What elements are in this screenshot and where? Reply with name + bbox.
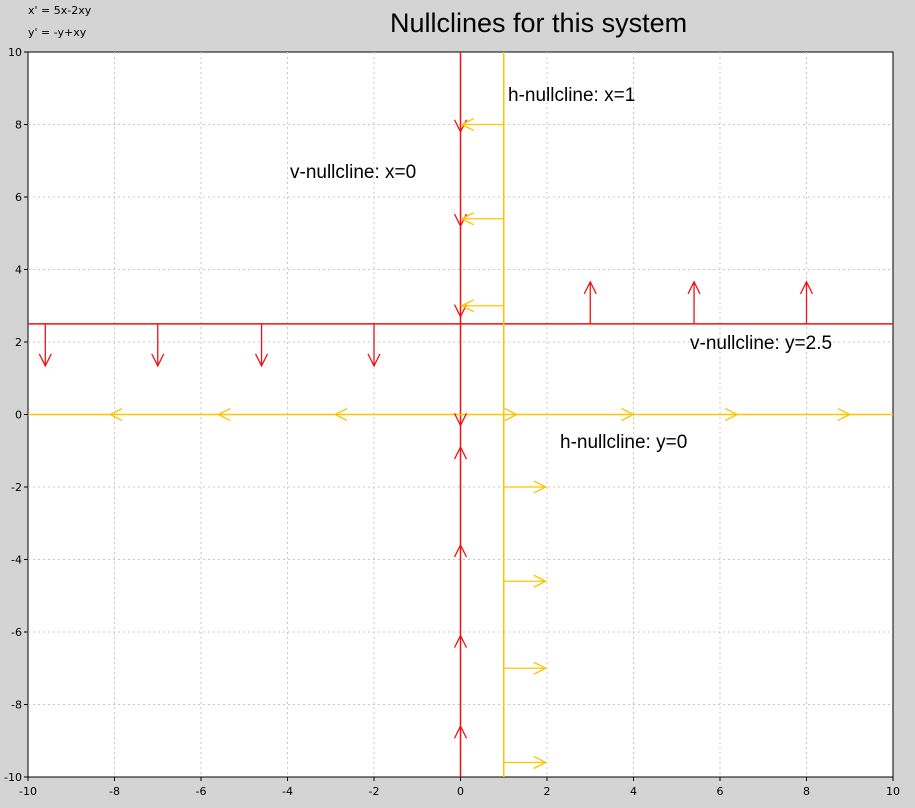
v-arrow-on-y2-5 (38, 323, 52, 368)
chart-title: Nullclines for this system (390, 8, 688, 38)
arrow-head (583, 280, 597, 295)
direction-arrows (38, 117, 852, 770)
y-tick-label: -4 (11, 554, 22, 567)
y-tick-label: 4 (15, 264, 22, 277)
y-tick-label: 0 (15, 409, 22, 422)
x-tick-label: -10 (19, 785, 37, 798)
arrow-head (687, 280, 701, 295)
y-tick-label: -10 (4, 771, 22, 784)
nullcline-curves (28, 52, 893, 777)
arrow-head (216, 407, 231, 422)
arrow-head (38, 353, 52, 368)
v-nullcline-label: v-nullcline: y=2.5 (690, 333, 832, 354)
h-arrow-on-y0 (725, 407, 739, 422)
arrow-head (453, 543, 468, 558)
axis-ticks: -10 -8 -6 -4 -2 0 2 4 6 8 10 -10 -8 -6 -4 -2 0 2 4 6 8 10 (4, 46, 900, 798)
h-arrow-on-x1 (460, 117, 504, 132)
arrow-head (333, 407, 348, 422)
v-arrow-on-x0 (453, 413, 468, 427)
arrow-head (621, 407, 635, 422)
y-tick-label: -2 (11, 481, 22, 494)
equation-y-prime: y' = -y+xy (28, 26, 87, 39)
arrow-head (533, 755, 548, 770)
v-arrow-on-x0 (453, 304, 468, 319)
v-arrow-on-y2-5 (583, 280, 597, 324)
y-tick-label: -6 (11, 626, 22, 639)
arrow-head (460, 299, 475, 313)
v-arrow-on-x0 (453, 724, 468, 739)
x-tick-label: 2 (544, 785, 551, 798)
x-tick-label: 0 (457, 785, 464, 798)
nullcline-labels: v-nullcline: x=0 v-nullcline: y=2.5 h-null… (290, 85, 832, 453)
h-arrow-on-x1 (503, 661, 548, 675)
arrow-head (460, 117, 475, 132)
y-tick-label: 10 (8, 46, 22, 59)
h-arrow-on-x1 (503, 480, 548, 494)
equation-x-prime: x' = 5x-2xy (28, 4, 92, 17)
arrow-head (367, 353, 381, 368)
h-arrow-on-x1 (503, 574, 548, 588)
arrow-head (453, 413, 468, 427)
v-arrow-on-y2-5 (151, 323, 165, 368)
v-arrow-on-y2-5 (799, 280, 814, 324)
h-arrow-on-x1 (460, 299, 504, 313)
arrow-head (533, 574, 548, 588)
arrow-head (254, 353, 269, 368)
x-tick-label: -4 (282, 785, 293, 798)
arrow-head (151, 353, 165, 368)
h-arrow-on-x1 (503, 755, 548, 770)
arrow-head (725, 407, 739, 422)
arrow-head (460, 212, 475, 226)
h-arrow-on-y0 (108, 407, 123, 422)
v-arrow-on-y2-5 (254, 323, 269, 368)
h-nullcline-label: h-nullcline: y=0 (560, 432, 687, 453)
x-tick-label: -6 (196, 785, 207, 798)
h-arrow-on-y0 (333, 407, 348, 422)
x-tick-label: 10 (886, 785, 900, 798)
arrow-head (453, 634, 468, 648)
h-arrow-on-x1 (460, 212, 504, 226)
v-arrow-on-x0 (453, 445, 468, 460)
arrow-head (453, 304, 468, 319)
v-arrow-on-x0 (453, 634, 468, 648)
v-arrow-on-x0 (453, 543, 468, 558)
arrow-head (453, 445, 468, 460)
x-tick-label: 6 (717, 785, 724, 798)
arrow-head (533, 480, 548, 494)
y-tick-label: 2 (15, 336, 22, 349)
arrow-head (837, 407, 852, 422)
arrow-head (108, 407, 123, 422)
h-arrow-on-y0 (504, 407, 519, 422)
x-tick-label: 8 (803, 785, 810, 798)
x-tick-label: -8 (109, 785, 120, 798)
h-arrow-on-y0 (837, 407, 852, 422)
arrow-head (533, 661, 548, 675)
x-tick-label: -2 (369, 785, 380, 798)
h-arrow-on-y0 (621, 407, 635, 422)
arrow-head (504, 407, 519, 422)
v-nullcline-label: v-nullcline: x=0 (290, 162, 416, 183)
v-arrow-on-y2-5 (687, 280, 701, 324)
arrow-head (799, 280, 814, 295)
h-arrow-on-y0 (216, 407, 231, 422)
v-arrow-on-y2-5 (367, 323, 381, 368)
y-tick-label: -8 (11, 699, 22, 712)
h-nullcline-label: h-nullcline: x=1 (508, 85, 635, 106)
grid-lines (28, 52, 893, 777)
y-tick-label: 6 (15, 191, 22, 204)
x-tick-label: 4 (630, 785, 637, 798)
y-tick-label: 8 (15, 119, 22, 132)
arrow-head (453, 724, 468, 739)
